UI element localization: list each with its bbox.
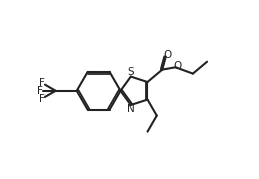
Text: O: O <box>163 50 171 60</box>
Text: F: F <box>37 86 42 96</box>
Text: F: F <box>39 94 45 104</box>
Text: O: O <box>173 61 181 71</box>
Text: F: F <box>39 78 45 88</box>
Text: S: S <box>127 67 134 78</box>
Text: N: N <box>127 104 134 114</box>
